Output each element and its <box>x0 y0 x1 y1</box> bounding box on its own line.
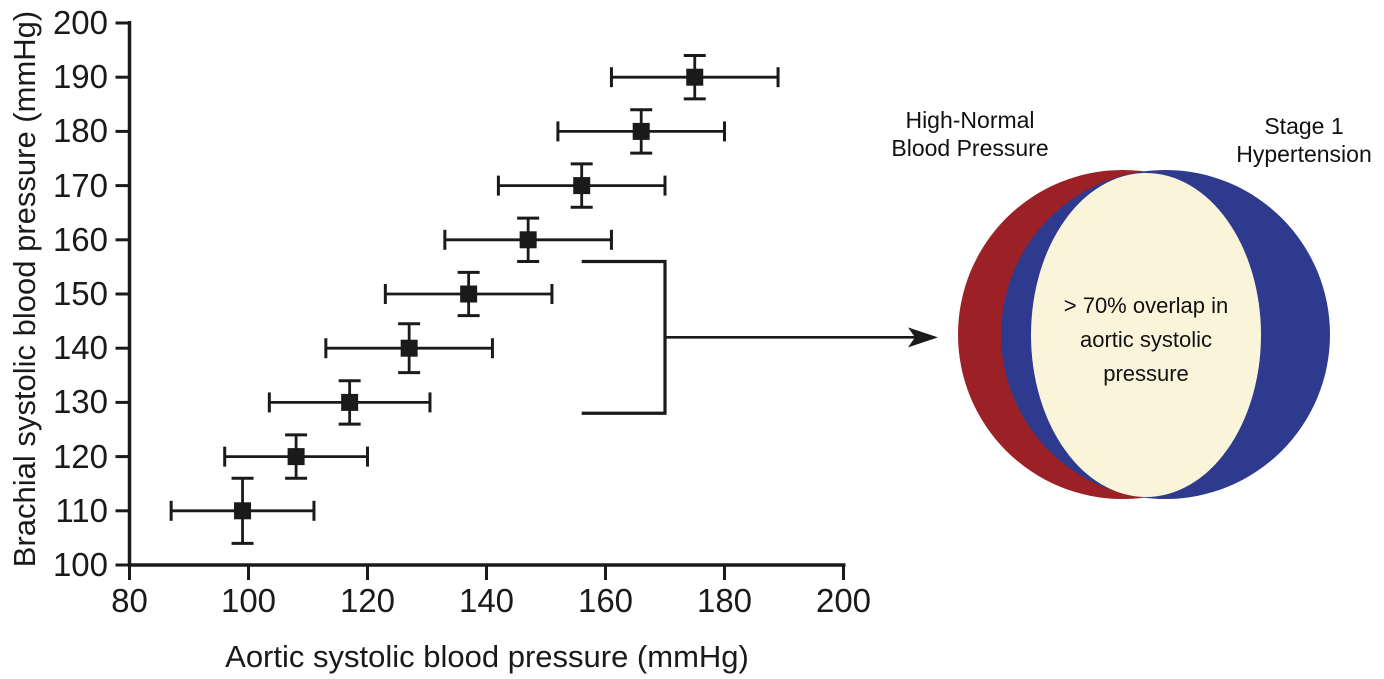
y-tick-label: 180 <box>52 112 108 150</box>
y-tick-label: 160 <box>52 220 108 258</box>
x-tick-label: 80 <box>111 582 148 619</box>
y-tick-label: 190 <box>52 58 108 96</box>
y-tick-label: 130 <box>52 383 108 421</box>
data-point-marker <box>632 122 650 140</box>
bracket-annotation <box>581 259 667 415</box>
arrow-head <box>908 327 938 348</box>
data-point-marker <box>341 393 359 411</box>
data-point-marker <box>460 285 478 303</box>
x-tick-label: 120 <box>339 582 396 619</box>
y-tick-label: 120 <box>52 437 108 475</box>
venn-overlap-label-line1: > 70% overlap in <box>1063 293 1229 318</box>
data-point-marker <box>234 502 252 520</box>
data-point-marker <box>519 231 537 249</box>
data-point-marker <box>400 339 418 357</box>
data-point-marker <box>287 448 305 466</box>
venn-left-label: High-Normal Blood Pressure <box>860 106 1080 162</box>
data-point-marker <box>686 68 704 86</box>
x-tick-label: 140 <box>458 582 515 619</box>
venn-left-label-line2: Blood Pressure <box>891 135 1049 161</box>
venn-overlap-label-line3: pressure <box>1103 361 1189 386</box>
y-tick-label: 100 <box>52 546 108 583</box>
venn-left-label-line1: High-Normal <box>905 107 1035 133</box>
y-tick-label: 140 <box>52 329 108 367</box>
x-tick-label: 160 <box>577 582 634 619</box>
venn-overlap-ellipse <box>1031 173 1261 497</box>
x-tick-label: 180 <box>696 582 753 619</box>
y-tick-label: 200 <box>52 4 108 41</box>
x-tick-label: 200 <box>815 582 872 619</box>
y-tick-label: 170 <box>52 166 108 204</box>
venn-right-label-line1: Stage 1 <box>1264 113 1344 139</box>
venn-right-label-line2: Hypertension <box>1236 141 1372 167</box>
venn-overlap-label-line2: aortic systolic <box>1079 327 1213 352</box>
y-tick-label: 110 <box>55 491 108 529</box>
venn-overlap-label: > 70% overlap in aortic systolic pressur… <box>1026 289 1266 391</box>
y-tick-label: 150 <box>52 275 108 312</box>
x-tick-label: 100 <box>220 582 277 619</box>
venn-right-label: Stage 1 Hypertension <box>1194 112 1384 168</box>
x-axis-title: Aortic systolic blood pressure (mmHg) <box>225 639 749 674</box>
data-point-marker <box>573 177 591 195</box>
